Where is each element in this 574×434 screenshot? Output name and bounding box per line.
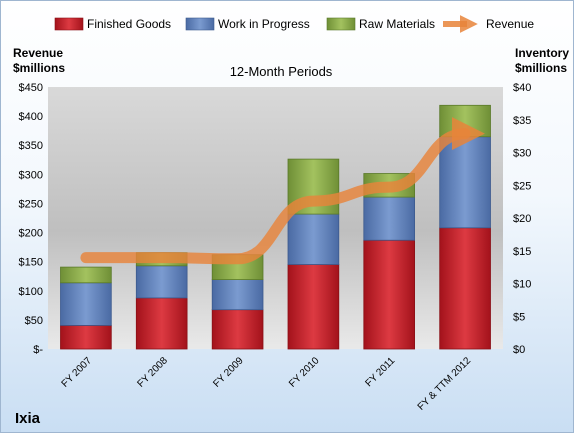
category-label: FY 2007 bbox=[60, 355, 95, 390]
category-label: FY 2011 bbox=[364, 355, 398, 389]
left-tick-label: $300 bbox=[19, 169, 43, 181]
legend-label-work-in-progress: Work in Progress bbox=[218, 17, 310, 31]
legend: Finished Goods Work in Progress Raw Mate… bbox=[54, 15, 534, 33]
bar-finished-goods-5 bbox=[363, 239, 415, 350]
company-name: Ixia bbox=[15, 410, 41, 427]
right-tick-label: $25 bbox=[513, 180, 531, 192]
bar-finished-goods-3 bbox=[211, 309, 264, 350]
revenue-line-group bbox=[80, 117, 485, 265]
left-tick-label: $400 bbox=[19, 111, 43, 123]
legend-label-revenue: Revenue bbox=[486, 17, 534, 31]
bar-work-in-progress-3 bbox=[211, 279, 264, 311]
right-tick-label: $0 bbox=[513, 344, 525, 356]
legend-swatch-raw-materials bbox=[326, 17, 356, 31]
bar-finished-goods-2 bbox=[135, 297, 188, 350]
revenue-line bbox=[80, 117, 485, 265]
bar-work-in-progress-4 bbox=[287, 213, 340, 265]
left-tick-label: $50 bbox=[25, 315, 43, 327]
left-tick-label: $100 bbox=[19, 286, 43, 298]
bar-finished-goods-4 bbox=[287, 264, 340, 350]
right-tick-label: $10 bbox=[513, 279, 531, 291]
bars-group bbox=[60, 104, 491, 350]
right-tick-label: $30 bbox=[513, 148, 531, 160]
left-axis-ticks: $- $50 $100 $150 $200 $250 $300 $350 $400 $450 bbox=[19, 82, 44, 356]
legend-label-finished-goods: Finished Goods bbox=[87, 17, 171, 31]
left-axis-title-line2: $millions bbox=[13, 61, 65, 75]
bar-work-in-progress-2 bbox=[135, 265, 188, 299]
right-axis-title-line1: Inventory bbox=[515, 46, 569, 60]
left-tick-label: $450 bbox=[19, 82, 43, 94]
left-axis-title-line1: Revenue bbox=[13, 46, 63, 60]
bar-work-in-progress-1 bbox=[60, 282, 112, 326]
bar-work-in-progress-6 bbox=[439, 136, 491, 229]
legend-swatch-finished-goods bbox=[54, 17, 84, 31]
right-axis-title-line2: $millions bbox=[515, 61, 567, 75]
category-label: FY 2009 bbox=[211, 355, 246, 390]
left-tick-label: $150 bbox=[19, 257, 43, 269]
right-axis-ticks: $0 $5 $10 $15 $20 $25 $30 $35 $40 bbox=[513, 82, 531, 356]
legend-swatch-work-in-progress bbox=[185, 17, 215, 31]
chart-subtitle: 12-Month Periods bbox=[230, 64, 333, 79]
right-tick-label: $40 bbox=[513, 82, 531, 94]
category-labels: FY 2007 FY 2008 FY 2009 FY 2010 FY 2011 FY & … bbox=[60, 355, 474, 413]
bar-finished-goods-6 bbox=[439, 227, 491, 350]
bar-finished-goods-1 bbox=[60, 324, 112, 350]
left-tick-label: $- bbox=[33, 344, 43, 356]
left-tick-label: $350 bbox=[19, 140, 43, 152]
category-label: FY 2010 bbox=[287, 355, 322, 390]
legend-label-raw-materials: Raw Materials bbox=[359, 17, 435, 31]
left-tick-label: $200 bbox=[19, 228, 43, 240]
bar-work-in-progress-5 bbox=[363, 196, 415, 241]
right-tick-label: $35 bbox=[513, 115, 531, 127]
bar-raw-materials-1 bbox=[60, 266, 112, 284]
right-tick-label: $5 bbox=[513, 311, 525, 323]
right-tick-label: $20 bbox=[513, 213, 531, 225]
left-tick-label: $250 bbox=[19, 198, 43, 210]
right-tick-label: $15 bbox=[513, 246, 531, 258]
category-label: FY 2008 bbox=[135, 355, 170, 390]
category-label: FY & TTM 2012 bbox=[416, 355, 474, 413]
plot-area bbox=[48, 87, 503, 349]
